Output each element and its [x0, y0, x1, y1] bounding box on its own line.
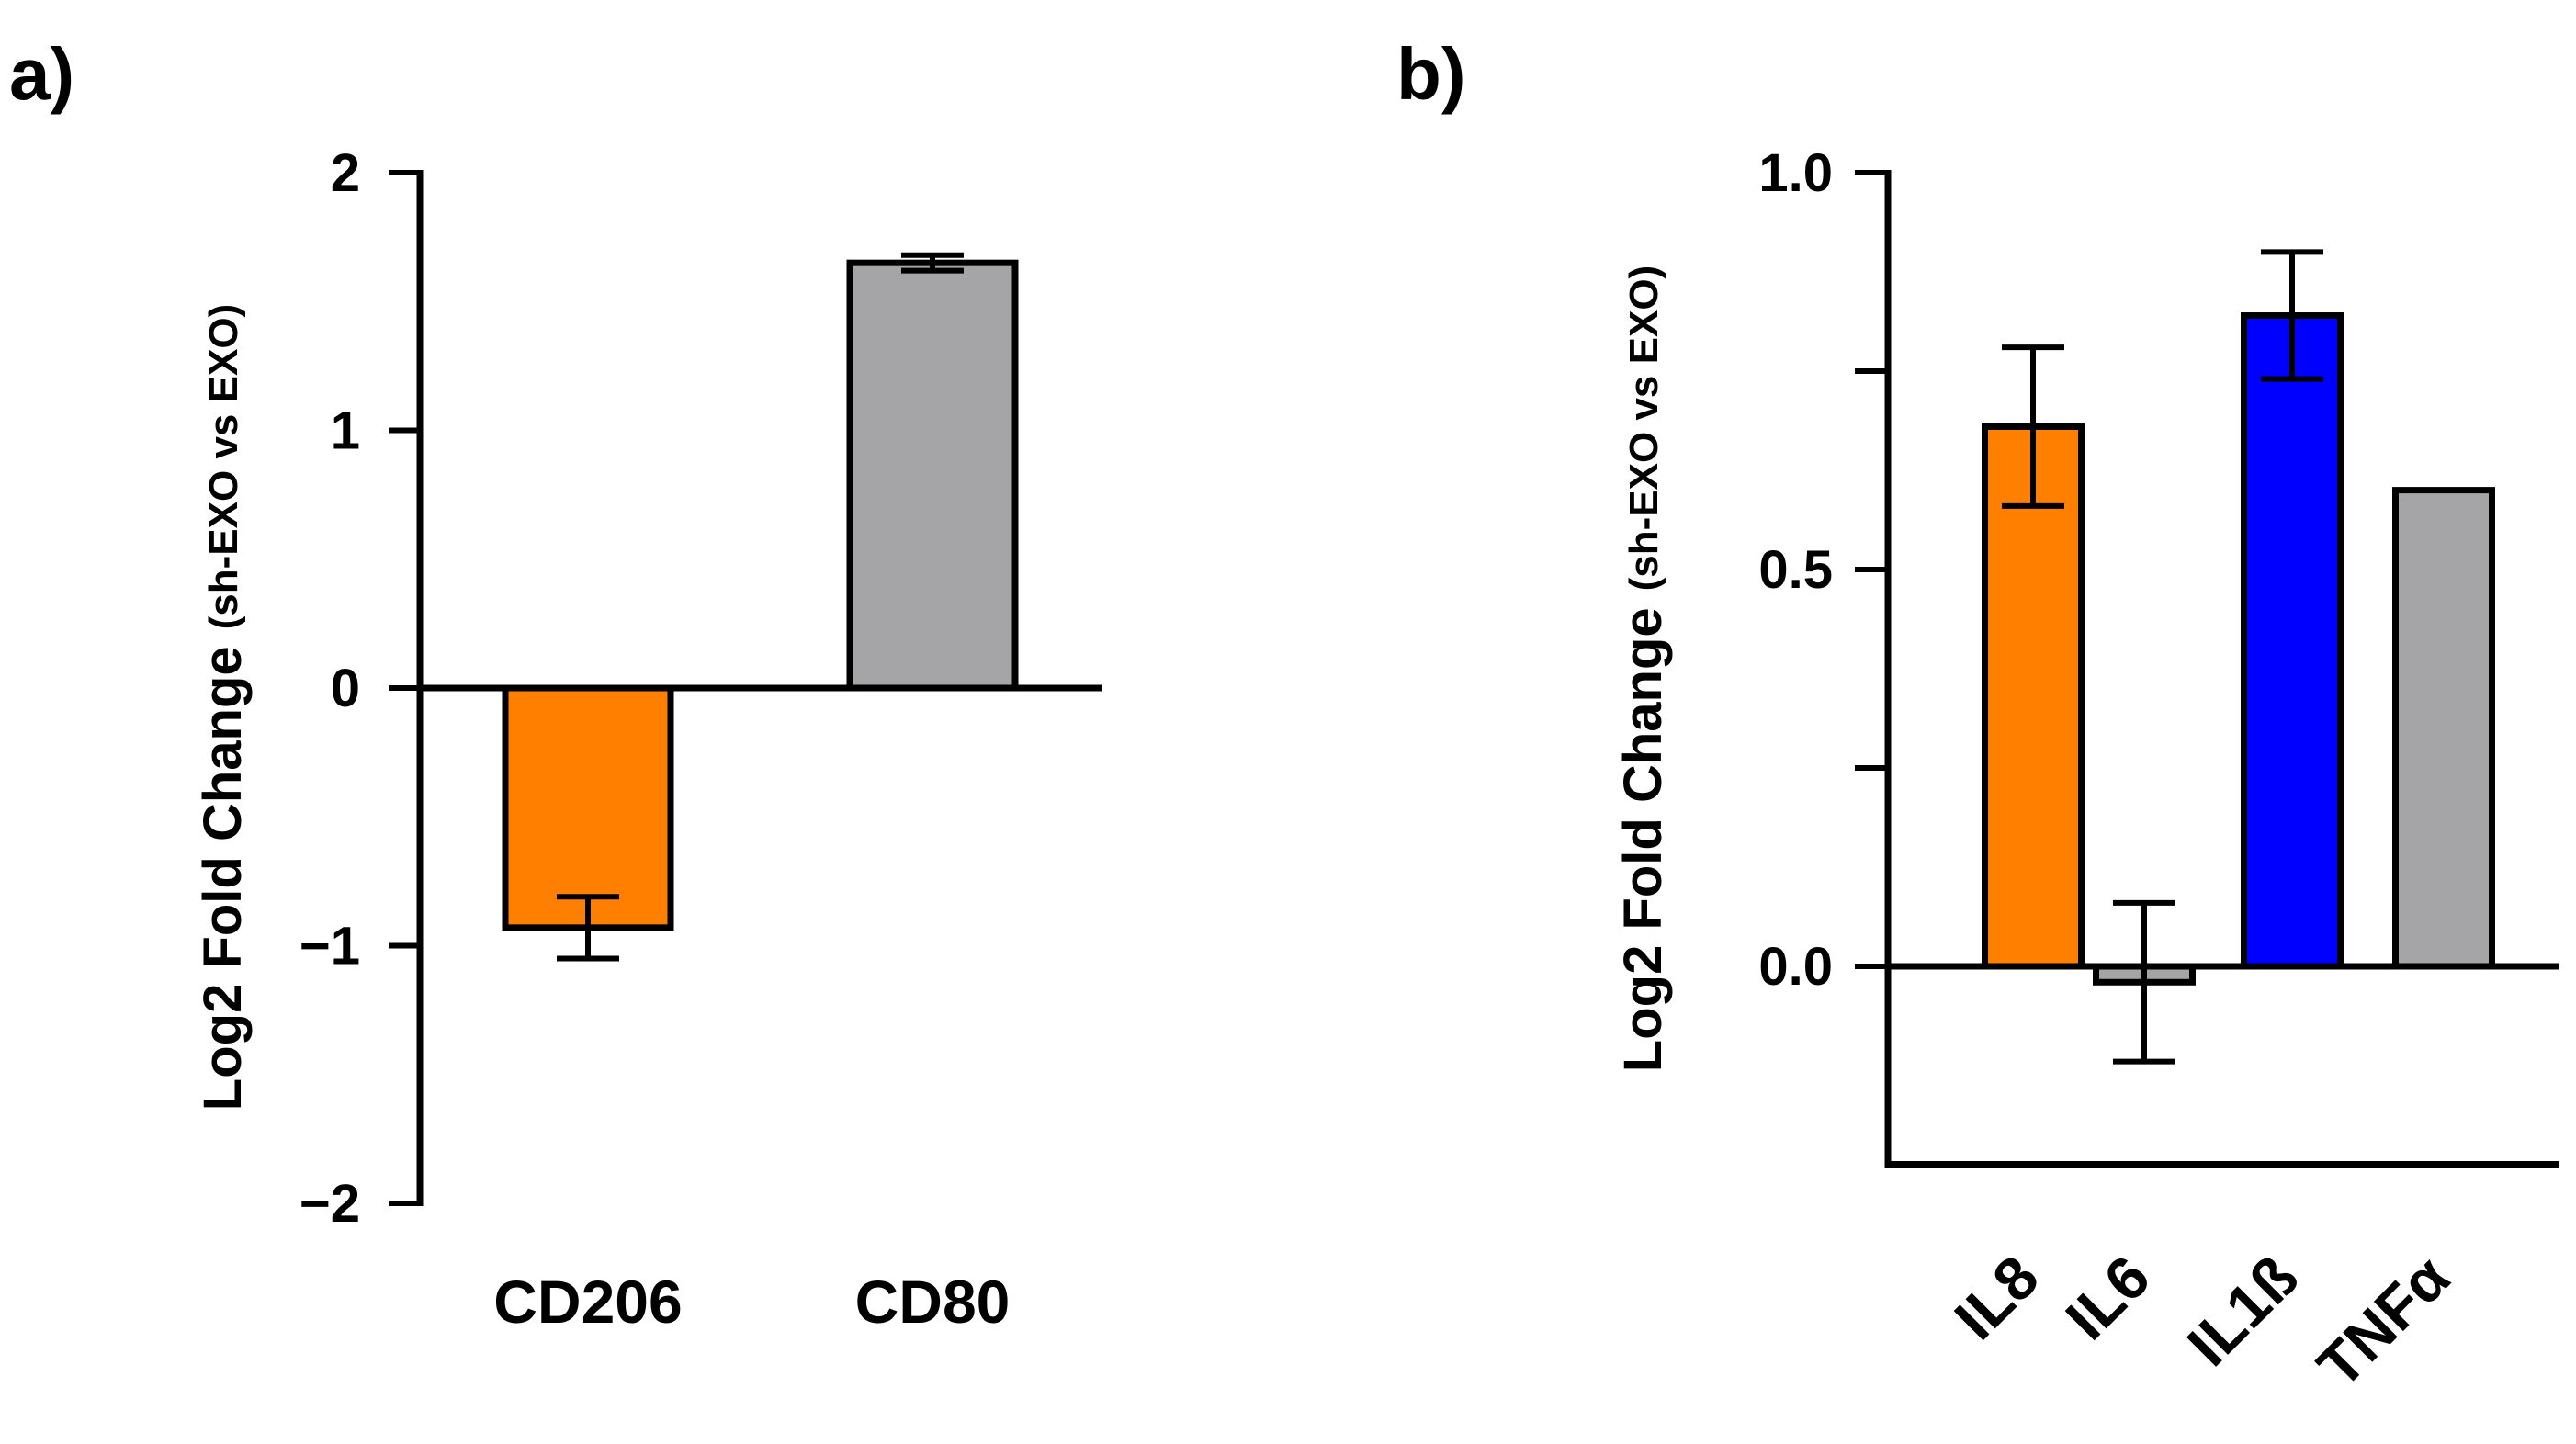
- panel-b-y-tick-label: 1.0: [1758, 143, 1833, 203]
- panel-b-label: b): [1396, 33, 1466, 115]
- panel-b-y-axis-title-main: Log2 Fold Change: [1613, 607, 1673, 1072]
- panel-a-y-tick-label: −1: [299, 917, 360, 976]
- panel-a-y-axis-title-main: Log2 Fold Change: [193, 646, 253, 1111]
- panel-a-label: a): [9, 33, 74, 115]
- bar-il8: [1982, 423, 2085, 970]
- bar-tnf: [2392, 487, 2495, 970]
- panel-a-y-axis-title-sub: (sh-EXO vs EXO): [201, 304, 246, 630]
- panel-a-y-tick-label: 1: [331, 401, 360, 461]
- x-tick-label-cd206: CD206: [493, 1268, 682, 1336]
- panel-b-y-axis-title-sub: (sh-EXO vs EXO): [1621, 265, 1666, 592]
- bar-cd206: [502, 684, 674, 931]
- panel-b-y-tick-label: 0.5: [1758, 540, 1833, 600]
- panel-a-chart: a) CD206 CD80 −2 −1 0 1 2 Log2 Fold Change (sh-EX…: [9, 33, 1102, 1336]
- panel-b-y-tick-label: 0.0: [1758, 937, 1833, 997]
- x-tick-label-cd80: CD80: [855, 1268, 1011, 1336]
- bar-il1: [2241, 312, 2344, 970]
- panel-a-y-tick-label: 0: [331, 659, 360, 718]
- panel-a-y-tick-label: −2: [299, 1174, 360, 1234]
- panel-a-y-tick-label: 2: [331, 143, 360, 203]
- bar-cd80: [846, 259, 1019, 692]
- panel-b-y-axis-title: Log2 Fold Change (sh-EXO vs EXO): [1613, 265, 1673, 1072]
- panel-a-y-axis-title: Log2 Fold Change (sh-EXO vs EXO): [193, 304, 253, 1111]
